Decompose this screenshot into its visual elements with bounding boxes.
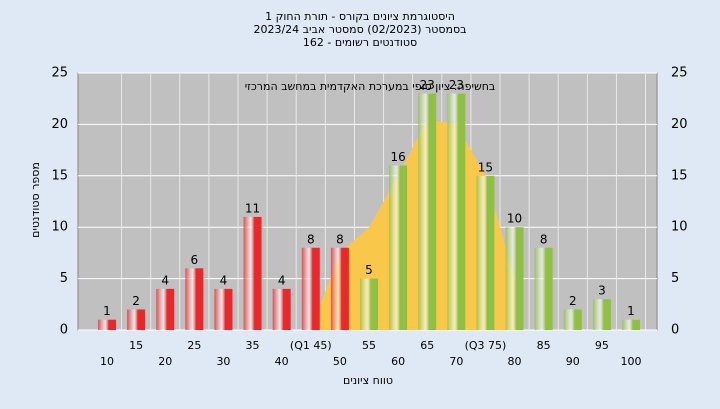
- value-label: 16: [390, 150, 405, 164]
- x-tick-label: 95: [595, 339, 609, 352]
- bar: [534, 247, 553, 330]
- bar: [127, 309, 146, 330]
- value-label: 23: [449, 78, 464, 92]
- value-label: 1: [103, 304, 111, 318]
- value-label: 2: [132, 294, 140, 308]
- value-label: 4: [220, 273, 228, 287]
- bar: [272, 288, 291, 330]
- y-tick-label: 25: [51, 66, 68, 81]
- x-tick-label: 70: [449, 355, 463, 368]
- y2-tick-label: 0: [671, 323, 679, 338]
- bar: [447, 93, 466, 330]
- value-label: 2: [569, 294, 577, 308]
- x-tick-label: 55: [362, 339, 376, 352]
- annotation: בחשיפה: ציון סופי במערכת האקדמית במחשב ה…: [245, 80, 496, 93]
- bar: [563, 309, 582, 330]
- y2-tick-label: 5: [671, 271, 679, 286]
- bar: [360, 278, 378, 330]
- y2-tick-label: 15: [671, 168, 688, 183]
- y-tick-label: 10: [51, 220, 68, 235]
- value-label: 3: [598, 284, 606, 298]
- y-tick-label: 0: [60, 323, 68, 338]
- x-tick-label: 60: [391, 355, 405, 368]
- x-tick-label: 25: [187, 339, 201, 352]
- value-label: 11: [245, 201, 260, 215]
- value-label: 8: [540, 232, 548, 246]
- x-axis-label: טווח ציונים: [343, 374, 393, 387]
- y-tick-label: 5: [60, 271, 68, 286]
- bar: [505, 227, 524, 330]
- y2-tick-label: 25: [671, 66, 688, 81]
- y-tick-label: 15: [51, 168, 68, 183]
- x-tick-label: 20: [158, 355, 172, 368]
- bar: [98, 319, 116, 330]
- value-label: 6: [191, 253, 199, 267]
- value-label: 15: [478, 160, 493, 174]
- x-tick-label: 40: [275, 355, 289, 368]
- bar: [185, 268, 204, 330]
- y-axis-label: מספר סטודנטים: [29, 162, 42, 238]
- bar: [156, 288, 175, 330]
- bar: [622, 319, 640, 330]
- x-tick-label: (Q1 45): [290, 339, 332, 352]
- x-tick-label: 85: [537, 339, 551, 352]
- value-label: 4: [161, 273, 169, 287]
- bar: [214, 288, 233, 330]
- bar: [243, 216, 262, 330]
- value-label: 10: [507, 212, 522, 226]
- chart-subtitle: 162 - סטודנטים רשומים: [303, 36, 417, 49]
- x-tick-label: 80: [508, 355, 522, 368]
- x-tick-label: (Q3 75): [465, 339, 507, 352]
- bar: [476, 175, 495, 330]
- bar: [592, 299, 611, 330]
- y-tick-label: 20: [51, 117, 68, 132]
- bar: [389, 165, 408, 330]
- x-tick-label: 35: [246, 339, 260, 352]
- bar: [301, 247, 320, 330]
- chart-subtitle: בסמסטר (02/2023) סמסטר אביב 2023/24: [253, 23, 466, 36]
- x-tick-label: 100: [621, 355, 642, 368]
- value-label: 1: [627, 304, 635, 318]
- value-label: 5: [365, 263, 373, 277]
- bar: [418, 93, 437, 330]
- x-tick-label: 65: [420, 339, 434, 352]
- value-label: 8: [336, 232, 344, 246]
- value-label: 23: [420, 78, 435, 92]
- value-label: 4: [278, 273, 286, 287]
- y2-tick-label: 20: [671, 117, 688, 132]
- x-tick-label: 10: [100, 355, 114, 368]
- value-label: 8: [307, 232, 315, 246]
- chart-title: היסטוגרמת ציונים בקורס - תורת החוק 1: [265, 10, 455, 23]
- x-tick-label: 15: [129, 339, 143, 352]
- y2-tick-label: 10: [671, 220, 688, 235]
- x-tick-label: 50: [333, 355, 347, 368]
- x-tick-label: 30: [216, 355, 230, 368]
- x-tick-label: 90: [566, 355, 580, 368]
- bar: [330, 247, 349, 330]
